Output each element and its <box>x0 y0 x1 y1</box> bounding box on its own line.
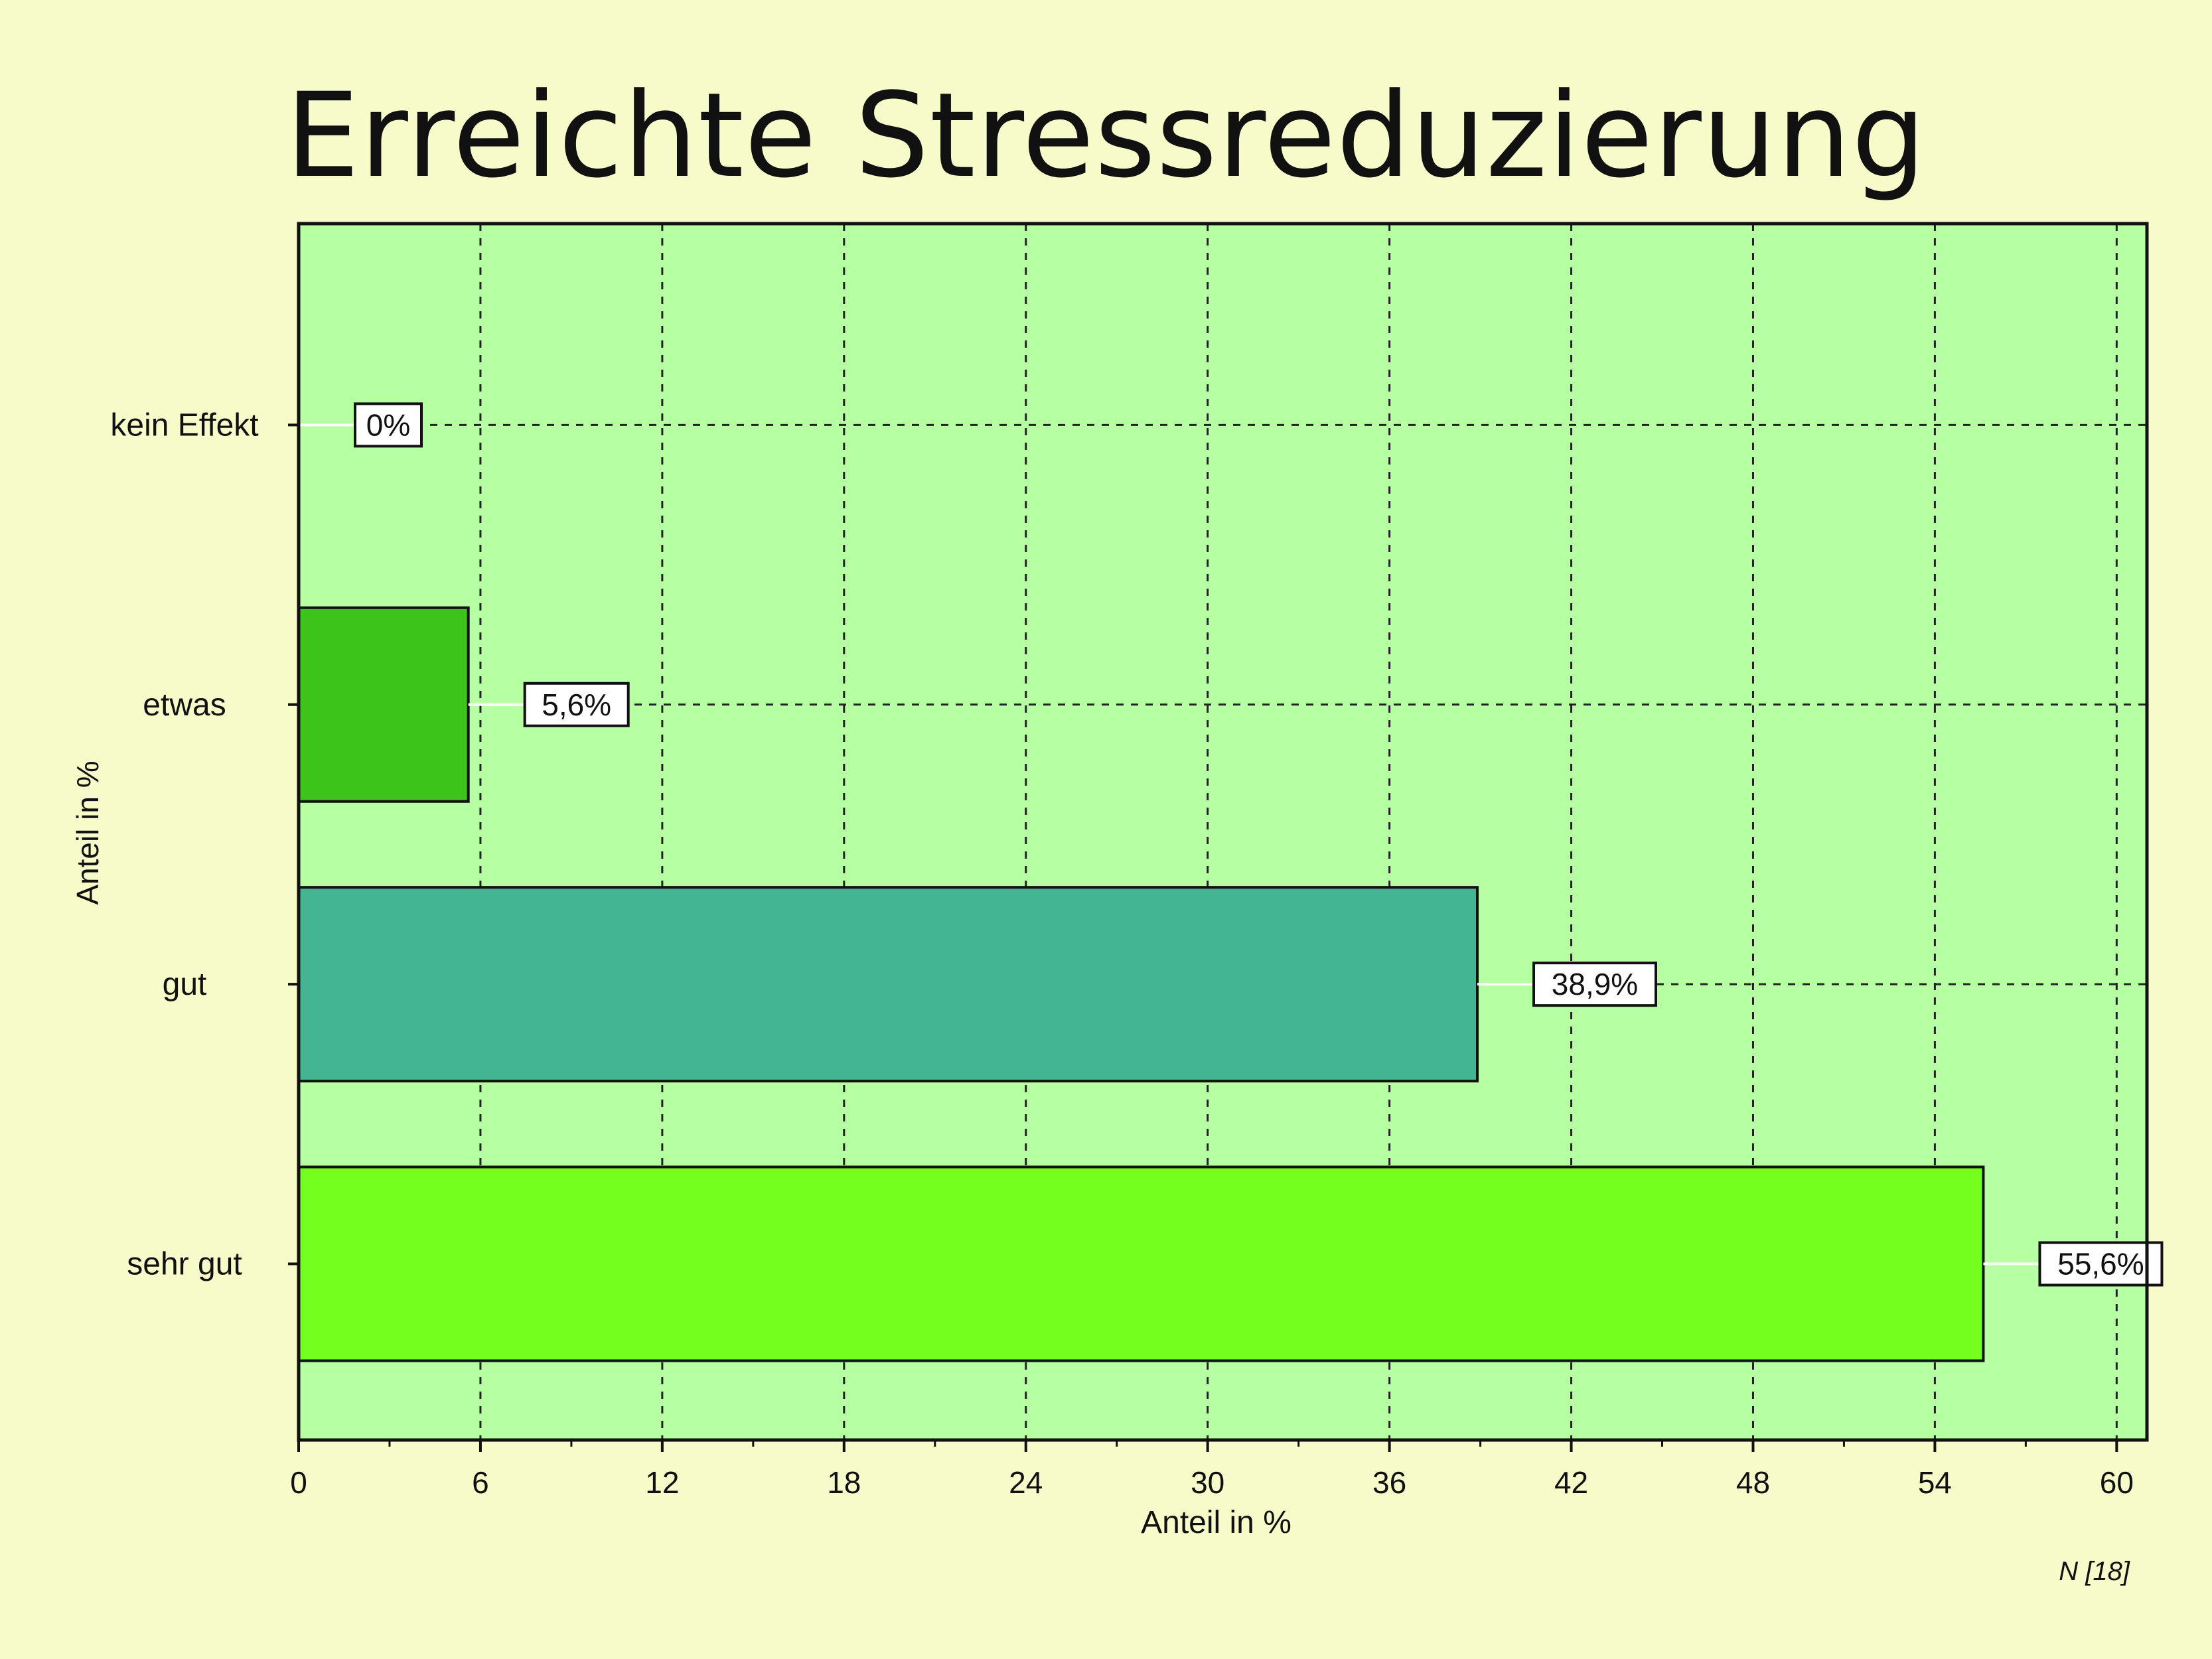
x-tick-label: 42 <box>1554 1465 1588 1500</box>
bar <box>297 886 1479 1083</box>
x-tick-label: 54 <box>1918 1465 1952 1500</box>
plot-frame <box>297 222 2149 1442</box>
x-tick-label: 0 <box>290 1465 307 1500</box>
bar <box>297 606 470 803</box>
data-labels: 0% 5,6% 38,9% 55,6% <box>299 402 2164 1287</box>
x-tick-label: 60 <box>2100 1465 2134 1500</box>
y-axis-label: Anteil in % <box>70 760 105 904</box>
data-label: 55,6% <box>2057 1247 2144 1281</box>
x-tick-label: 12 <box>645 1465 679 1500</box>
chart-title: Erreichte Stressreduzierung <box>285 68 1927 204</box>
data-label-box <box>1532 962 1658 1007</box>
category-label: etwas <box>143 687 226 723</box>
data-label-box <box>523 682 630 727</box>
sample-size-note: N [18] <box>2059 1557 2130 1586</box>
x-tick-label: 24 <box>1009 1465 1043 1500</box>
data-label: 0% <box>366 407 410 442</box>
category-label: kein Effekt <box>110 407 258 443</box>
x-tick-label: 48 <box>1736 1465 1770 1500</box>
category-label: sehr gut <box>127 1247 242 1282</box>
x-tick-label: 36 <box>1372 1465 1406 1500</box>
data-label-box <box>2038 1241 2164 1287</box>
axes: 0 6 12 18 24 30 36 42 48 54 60 kein Effekt etwas gut s… <box>110 407 2134 1500</box>
bars <box>297 606 1985 1362</box>
category-label: gut <box>163 967 207 1002</box>
x-tick-label: 6 <box>472 1465 489 1500</box>
data-label: 38,9% <box>1552 967 1638 1001</box>
data-label: 5,6% <box>542 687 611 722</box>
x-tick-label: 18 <box>827 1465 861 1500</box>
x-tick-label: 30 <box>1191 1465 1224 1500</box>
data-label-box <box>354 402 423 448</box>
x-axis-label: Anteil in % <box>1141 1505 1291 1540</box>
bar <box>297 1165 1985 1362</box>
